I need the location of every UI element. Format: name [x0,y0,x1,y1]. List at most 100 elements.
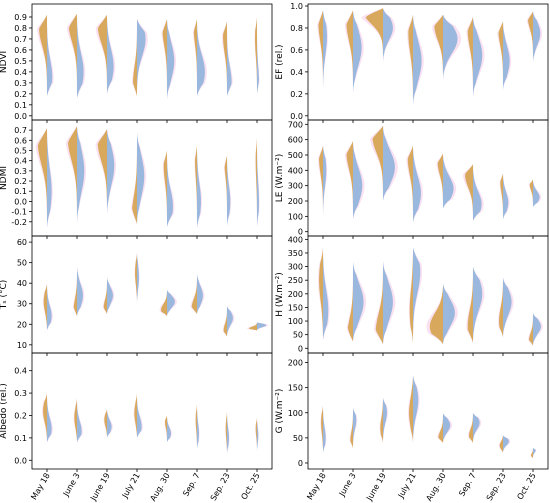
violin-right-half [443,412,451,443]
violin-1 [320,405,327,453]
y-tick-label: 0.9 [14,13,27,22]
violin-left-half [499,277,503,338]
violin-left-half [319,145,323,220]
violin-4 [132,19,148,97]
y-tick-label: 1.0 [290,2,303,11]
violin-right-half [107,14,114,94]
panel-ef: 0.0 0.2 0.4 0.6 0.8 1.0 EF (rel.) [275,2,549,123]
x-tick-label: July 21 [396,472,418,501]
y-tick-label: 0.2 [14,90,27,99]
y-tick-label: 100 [288,212,303,221]
violin-1 [42,283,53,331]
violin-left-half [195,404,197,450]
violin-right-half [77,126,85,224]
violin-right-half [503,435,509,453]
violin-left-half [499,435,503,453]
violin-left-half [469,412,473,443]
violin-left-half [365,8,383,64]
violin-left-half [104,408,107,438]
violin-2 [73,397,83,443]
y-tick-label: 40 [17,279,27,288]
violin-left-half [195,145,197,228]
x-tick-label: June 19 [88,472,111,503]
y-tick-label: 200 [288,197,303,206]
x-tick-label: June 19 [364,472,387,503]
x-tick-label: May 18 [305,472,327,502]
y-tick-label: 0.0 [290,112,303,121]
violin-7 [224,155,232,226]
violin-left-half [133,19,137,97]
violin-7 [497,21,512,90]
violin-4 [134,252,140,304]
axes-frame [31,3,273,121]
violin-left-half [39,14,47,97]
y-axis-label: LE (W.m⁻²) [275,154,285,202]
violin-right-half [257,16,259,94]
violin-left-half [407,145,413,223]
violin-8 [247,322,269,331]
violin-5 [436,153,457,209]
violin-3 [379,397,388,443]
violin-6 [468,412,482,443]
violin-right-half [227,21,232,97]
violin-right-half [353,261,364,342]
violin-7 [222,21,233,97]
violin-8 [530,447,537,458]
violin-left-half [249,322,257,331]
violin-left-half [500,173,503,220]
violin-right-half [533,312,541,346]
y-tick-label: 50 [293,434,303,443]
violin-left-half [43,393,47,443]
y-tick-label: 200 [288,290,303,299]
violin-right-half [77,397,82,443]
violin-right-half [353,141,363,220]
y-tick-label: 150 [288,303,303,312]
x-tick-label: Sep. 23 [209,472,232,503]
x-tick-label: Sep. 7 [181,472,201,498]
violin-left-half [319,247,323,341]
y-tick-label: 0.5 [14,147,27,156]
violin-left-half [224,155,227,226]
violin-right-half [197,404,199,450]
y-tick-label: 0 [298,459,303,468]
y-tick-label: 50 [293,331,303,340]
y-tick-label: 0.3 [14,79,27,88]
violin-left-half [318,10,323,94]
violin-right-half [383,261,393,345]
violin-1 [35,128,53,228]
violin-6 [193,19,207,97]
violin-left-half [437,153,443,209]
panel-ndmi: -0.2-0.1 0.00.10.20.30.40.5 0.60.7 NDMI [0,119,273,239]
violin-right-half [47,14,53,97]
violin-left-half [68,13,77,99]
violin-right-half [77,13,84,99]
violin-left-half [467,266,473,343]
axes-frame [31,352,273,470]
violin-right-half [107,408,112,438]
violin-4 [408,247,423,343]
y-tick-label: 0.3 [14,167,27,176]
violin-left-half [255,138,257,227]
violin-left-half [438,412,443,443]
violin-left-half [409,375,413,443]
violin-right-half [503,277,512,338]
violin-right-half [323,10,327,94]
axes-frame [31,235,273,354]
x-tick-label: Oct. 25 [239,472,261,502]
violin-right-half [413,375,419,443]
violin-left-half [97,129,107,216]
y-tick-label: -0.1 [11,208,27,217]
y-tick-label: 0.1 [14,434,27,443]
violin-5 [164,415,172,443]
violin-right-half [137,19,146,97]
panel-g: 0 50 100 150 200 G (W.m⁻²) May 18 June 3 June 19… [275,352,549,503]
violin-left-half [161,289,167,317]
y-tick-label: 0 [298,344,303,353]
violin-2 [73,264,85,317]
violin-left-half [37,128,47,228]
y-tick-label: 0.7 [14,35,27,44]
violin-2 [65,126,87,224]
violin-right-half [353,10,362,94]
violin-6 [466,266,485,343]
